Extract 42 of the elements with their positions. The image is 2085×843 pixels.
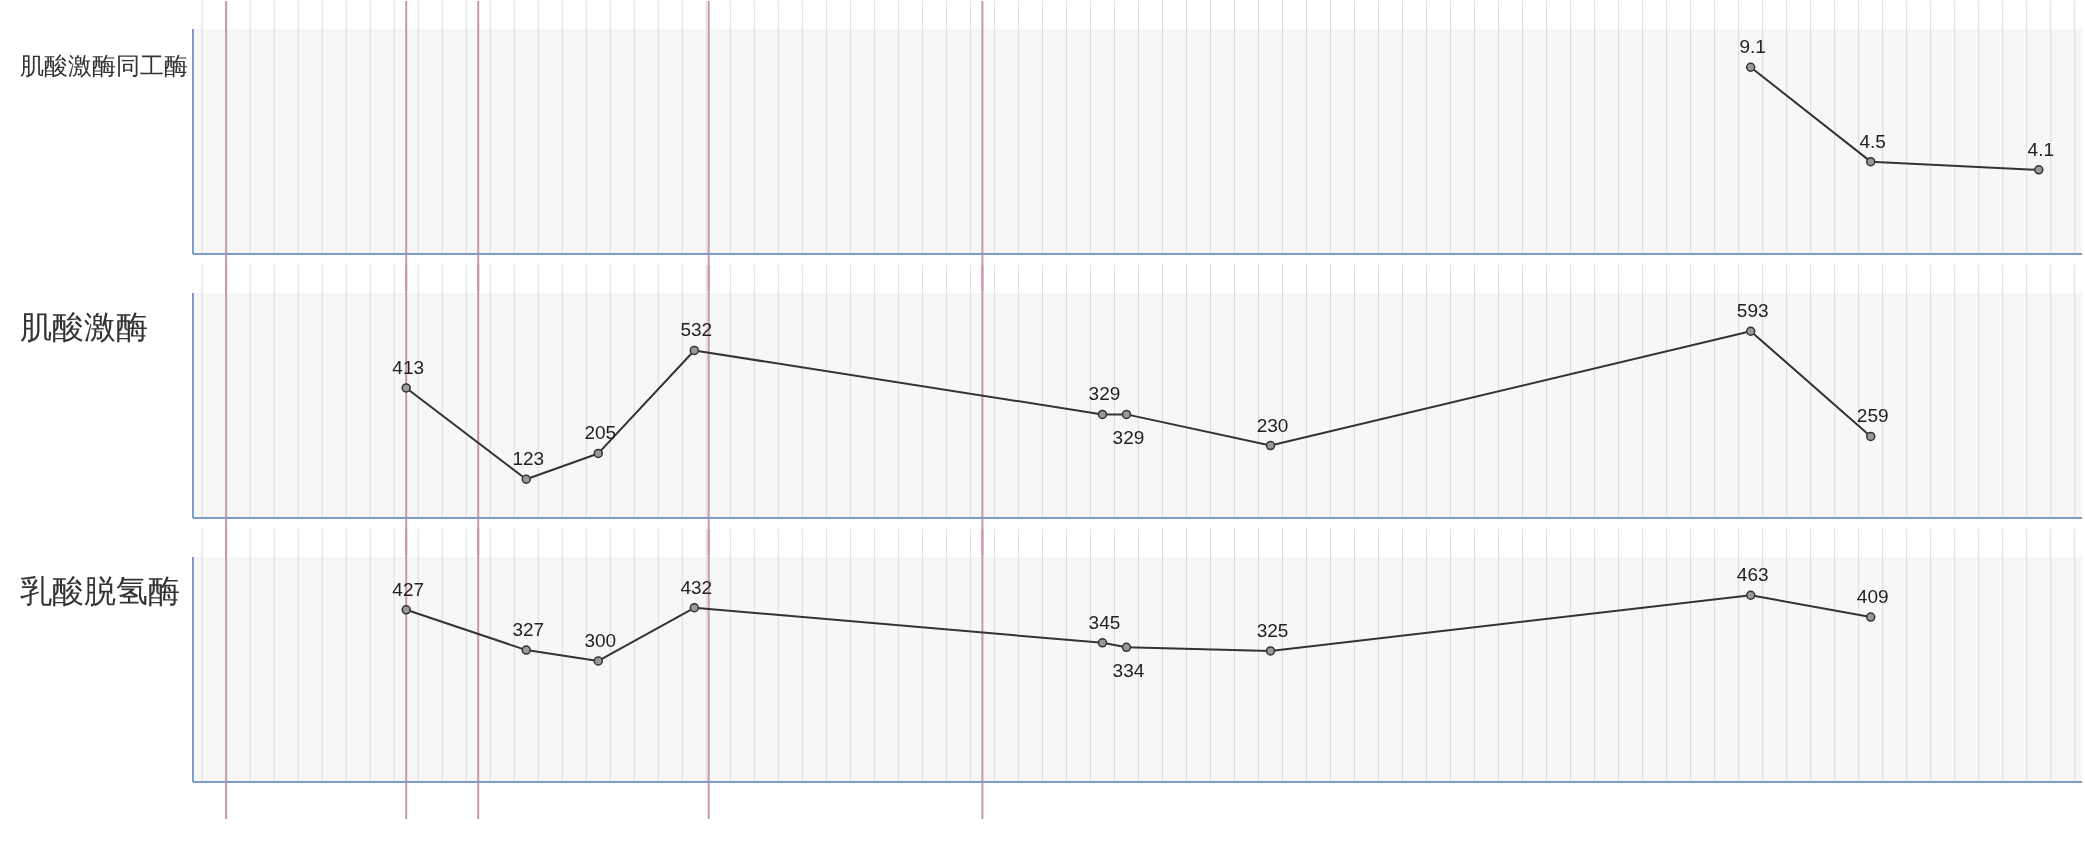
point bbox=[1745, 326, 1756, 336]
point bbox=[593, 656, 604, 666]
y-axis-title: 肌酸激酶 bbox=[20, 309, 148, 345]
point bbox=[1265, 440, 1276, 451]
data-label: 4.5 bbox=[1859, 130, 1886, 152]
data-label: 325 bbox=[1256, 619, 1289, 641]
data-label: 432 bbox=[680, 576, 713, 598]
data-label: 300 bbox=[584, 630, 617, 651]
data-label: 593 bbox=[1736, 300, 1769, 322]
data-label: 345 bbox=[1088, 611, 1121, 633]
point bbox=[1865, 431, 1876, 442]
point bbox=[1097, 638, 1108, 648]
data-label: 230 bbox=[1256, 414, 1289, 436]
point bbox=[401, 605, 411, 615]
y-axis-title: 肌酸激酶同工酶 bbox=[20, 52, 188, 79]
data-label: 259 bbox=[1856, 405, 1889, 427]
point bbox=[401, 383, 411, 393]
point bbox=[1265, 646, 1276, 656]
data-label: 4.1 bbox=[2027, 138, 2054, 160]
point bbox=[1097, 409, 1108, 420]
data-label: 329 bbox=[1112, 427, 1145, 449]
point bbox=[689, 345, 700, 356]
point bbox=[521, 474, 531, 485]
data-label: 427 bbox=[392, 578, 425, 600]
point bbox=[1865, 612, 1876, 622]
data-label: 205 bbox=[584, 422, 617, 444]
data-label: 9.1 bbox=[1739, 36, 1766, 58]
point bbox=[521, 645, 531, 655]
data-label: 463 bbox=[1736, 564, 1769, 586]
point bbox=[1121, 409, 1132, 420]
data-label: 413 bbox=[392, 356, 425, 378]
data-label: 327 bbox=[512, 619, 545, 641]
point bbox=[1121, 642, 1132, 653]
data-label: 409 bbox=[1856, 586, 1889, 608]
data-label: 334 bbox=[1112, 660, 1145, 682]
data-label: 329 bbox=[1088, 383, 1121, 405]
point bbox=[1745, 590, 1756, 600]
point bbox=[593, 448, 604, 459]
point bbox=[689, 603, 700, 613]
y-axis-title: 乳酸脱氢酶 bbox=[20, 573, 180, 609]
data-label: 123 bbox=[512, 448, 545, 470]
data-label: 532 bbox=[680, 319, 713, 341]
